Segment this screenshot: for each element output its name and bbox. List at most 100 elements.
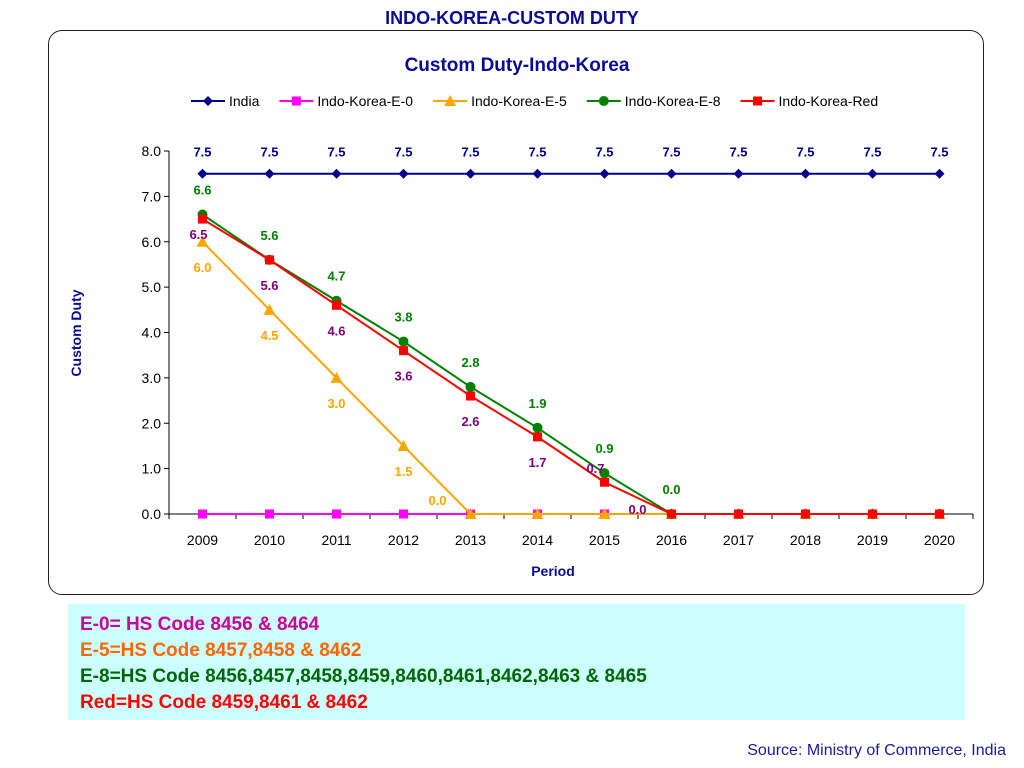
data-point-indo-korea-e-5 (330, 371, 343, 383)
series-layer (196, 168, 946, 519)
x-tick-label: 2011 (321, 532, 351, 548)
data-label-indo-korea-red: 4.6 (327, 323, 345, 338)
data-point-india (331, 168, 342, 179)
note-e5: E-5=HS Code 8457,8458 & 8462 (80, 638, 953, 664)
data-label-indo-korea-e-5: 3.0 (327, 396, 345, 411)
series-indo-korea-red (198, 214, 944, 519)
legend-item-indo-korea-red: Indo-Korea-Red (740, 93, 879, 109)
y-tick-label: 7.0 (142, 188, 162, 204)
note-e0-label: E-0= HS Code (80, 614, 211, 635)
note-e8-label: E-8=HS Code (80, 666, 206, 687)
data-point-indo-korea-red (265, 255, 274, 265)
data-point-india (398, 168, 409, 179)
data-point-indo-korea-red (734, 509, 743, 519)
data-label-indo-korea-red: 3.6 (394, 369, 412, 384)
legend-item-india: India (191, 93, 260, 109)
data-label-indo-korea-e-8: 0.9 (595, 441, 613, 456)
data-point-indo-korea-red (466, 391, 475, 401)
data-point-indo-korea-e-8 (465, 381, 476, 392)
x-tick-label: 2010 (254, 532, 285, 548)
data-label-india: 7.5 (528, 145, 546, 160)
legend: India Indo-Korea-E-0 Indo-Korea-E-5 Indo-Ko… (191, 93, 878, 109)
axes: 0.0 1.0 2.0 3.0 4.0 5.0 6.0 7.0 8.0 2009 2010 2011 2… (142, 143, 974, 548)
data-label-indo-korea-red: 0.7 (586, 461, 604, 476)
data-point-indo-korea-e-5 (196, 235, 209, 247)
data-label-indo-korea-e-5: 6.0 (193, 260, 211, 275)
legend-swatch-marker (444, 95, 457, 106)
legend-label: Indo-Korea-E-0 (317, 93, 413, 109)
data-point-indo-korea-e-0 (332, 509, 341, 519)
legend-label: Indo-Korea-Red (779, 93, 879, 109)
data-point-indo-korea-e-5 (464, 508, 477, 519)
data-label-indo-korea-e-5: 0.0 (428, 493, 446, 508)
data-label-indo-korea-e-8: 4.7 (327, 269, 345, 284)
legend-swatch-marker (291, 96, 301, 106)
data-label-indo-korea-red: 2.6 (461, 414, 479, 429)
note-e8: E-8=HS Code 8456,8457,8458,8459,8460,846… (80, 664, 953, 690)
y-tick-label: 8.0 (142, 143, 162, 159)
note-e0: E-0= HS Code 8456 & 8464 (80, 612, 953, 638)
y-tick-label: 6.0 (142, 234, 162, 250)
data-label-india: 7.5 (863, 145, 881, 160)
note-e5-label: E-5=HS Code (80, 640, 206, 661)
legend-item-indo-korea-e-0: Indo-Korea-E-0 (279, 93, 413, 109)
data-point-india (867, 168, 878, 179)
data-label-india: 7.5 (461, 145, 479, 160)
data-point-indo-korea-e-5 (531, 508, 544, 519)
hs-code-notes: E-0= HS Code 8456 & 8464 E-5=HS Code 845… (68, 604, 965, 720)
legend-swatch-marker (203, 96, 213, 106)
data-point-india (934, 168, 945, 179)
data-point-india (197, 168, 208, 179)
data-point-indo-korea-e-8 (532, 422, 543, 433)
data-point-indo-korea-e-0 (265, 509, 274, 519)
page-title: INDO-KOREA-CUSTOM DUTY (385, 8, 639, 28)
chart-title: Custom Duty-Indo-Korea (405, 55, 630, 76)
y-axis-label: Custom Duty (68, 289, 84, 376)
data-point-indo-korea-e-5 (397, 439, 410, 451)
data-point-indo-korea-e-5 (263, 303, 276, 315)
data-label-indo-korea-e-8: 6.6 (193, 183, 211, 198)
data-label-india: 7.5 (595, 145, 613, 160)
legend-item-indo-korea-e-5: Indo-Korea-E-5 (433, 93, 567, 109)
data-point-indo-korea-red (533, 432, 542, 442)
data-label-indo-korea-e-8: 3.8 (394, 310, 412, 325)
data-label-indo-korea-e-5: 4.5 (260, 328, 278, 343)
note-e0-codes: 8456 & 8464 (210, 614, 320, 635)
data-point-indo-korea-red (667, 509, 676, 519)
data-point-india (666, 168, 677, 179)
data-point-indo-korea-e-8 (398, 336, 409, 347)
series-indo-korea-e-5 (196, 235, 946, 519)
x-tick-label: 2018 (790, 532, 821, 548)
data-point-india (264, 168, 275, 179)
y-tick-label: 2.0 (142, 415, 162, 431)
legend-label: Indo-Korea-E-8 (625, 93, 721, 109)
y-tick-label: 5.0 (142, 279, 162, 295)
data-labels: 7.5 7.5 7.5 7.5 7.5 7.5 7.5 7.5 7.5 7.5 7.5 7.5 6.6 5… (189, 145, 948, 517)
legend-swatch-marker (753, 96, 763, 106)
x-tick-label: 2015 (589, 532, 620, 548)
legend-swatch-marker (598, 96, 609, 106)
data-label-indo-korea-e-8: 2.8 (461, 355, 479, 370)
data-label-indo-korea-e-8: 0.0 (662, 482, 680, 497)
data-point-indo-korea-red (198, 214, 207, 224)
x-tick-label: 2017 (723, 532, 754, 548)
data-point-indo-korea-red (935, 509, 944, 519)
x-tick-label: 2016 (656, 532, 687, 548)
series-line-indo-korea-e-8 (201, 213, 940, 515)
data-point-india (599, 168, 610, 179)
data-point-indo-korea-e-0 (198, 509, 207, 519)
data-point-indo-korea-red (868, 509, 877, 519)
legend-label: India (229, 93, 260, 109)
data-point-indo-korea-e-8 (599, 468, 610, 479)
x-tick-label: 2014 (522, 532, 553, 548)
data-point-india (733, 168, 744, 179)
data-label-indo-korea-e-5: 1.5 (394, 464, 412, 479)
data-label-india: 7.5 (193, 145, 211, 160)
data-label-india: 7.5 (394, 145, 412, 160)
note-red-codes: 8459,8461 & 8462 (211, 692, 368, 713)
x-tick-label: 2012 (388, 532, 419, 548)
data-point-india (465, 168, 476, 179)
x-tick-label: 2013 (455, 532, 486, 548)
note-red-label: Red=HS Code (80, 692, 212, 713)
y-tick-label: 1.0 (142, 461, 162, 477)
